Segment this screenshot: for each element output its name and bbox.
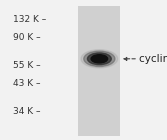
Ellipse shape — [88, 53, 111, 65]
Text: 34 K –: 34 K – — [13, 108, 41, 116]
Text: 132 K –: 132 K – — [13, 15, 47, 24]
Text: cyclin B: cyclin B — [139, 54, 167, 64]
Text: 55 K –: 55 K – — [13, 61, 41, 70]
Text: 43 K –: 43 K – — [13, 80, 41, 88]
Ellipse shape — [81, 50, 118, 68]
Ellipse shape — [84, 51, 115, 66]
Ellipse shape — [91, 55, 108, 63]
Bar — [78, 6, 120, 136]
Text: 90 K –: 90 K – — [13, 33, 41, 42]
